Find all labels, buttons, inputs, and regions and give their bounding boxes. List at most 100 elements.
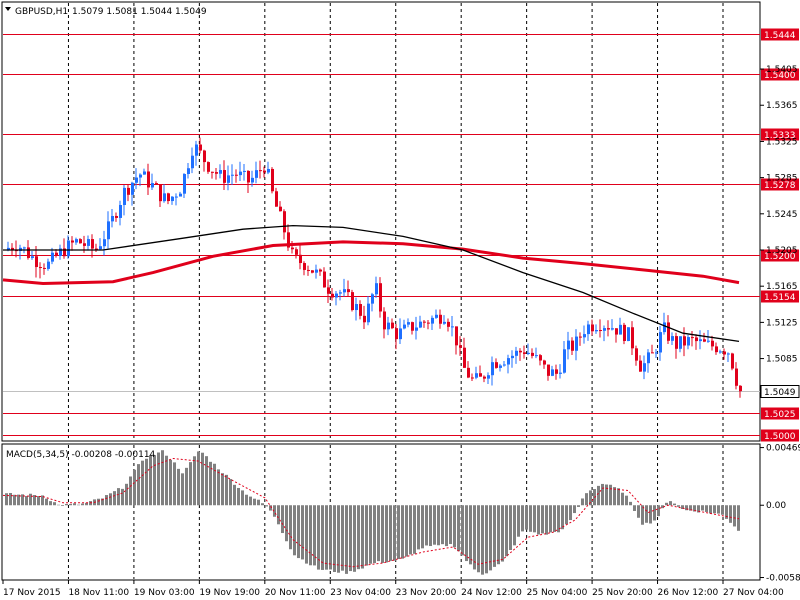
time-label: 27 Nov 04:00 [723, 588, 784, 598]
macd-hist-bar [417, 505, 420, 550]
macd-hist-bar [25, 495, 28, 506]
candle-body [643, 363, 646, 372]
macd-hist-bar [353, 505, 356, 572]
candle-body [47, 261, 50, 269]
candle-body [23, 247, 26, 249]
macd-hist-bar [329, 505, 332, 570]
macd-hist-bar [161, 450, 164, 506]
price-tick-label: 1.5245 [766, 210, 798, 220]
candle-body [711, 340, 714, 347]
candle-body [567, 340, 570, 350]
candle-body [551, 369, 554, 376]
candle-body [59, 248, 62, 256]
macd-hist-bar [165, 455, 168, 506]
time-label: 20 Nov 11:00 [265, 588, 326, 598]
candle-body [407, 322, 410, 325]
macd-hist-bar [661, 505, 664, 509]
candle-body [263, 170, 266, 173]
candle-body [423, 321, 426, 323]
macd-hist-bar [181, 473, 184, 506]
candle-body [615, 328, 618, 335]
macd-hist-bar [601, 483, 604, 506]
macd-hist-bar [477, 505, 480, 573]
candle-body [399, 328, 402, 340]
macd-hist-bar [501, 505, 504, 562]
macd-indicator: 0.00469 0.00 -0.00588 [2, 444, 800, 584]
level-price-tag [761, 429, 799, 442]
macd-hist-bar [113, 491, 116, 506]
macd-hist-bar [193, 456, 196, 506]
macd-hist-bar [621, 492, 624, 506]
macd-hist-bar [441, 505, 444, 545]
macd-hist-bar [393, 505, 396, 561]
candle-body [499, 365, 502, 368]
candle-body [387, 322, 390, 330]
candle-body [299, 254, 302, 264]
macd-hist-bar [505, 505, 508, 557]
macd-hist-bar [717, 505, 720, 514]
level-price-label: 1.5000 [764, 432, 796, 442]
candle-body [319, 269, 322, 272]
candle-body [631, 327, 634, 349]
macd-hist-bar [689, 505, 692, 511]
level-price-label: 1.5400 [764, 71, 796, 81]
macd-hist-bar [421, 505, 424, 549]
candles [7, 137, 742, 398]
candle-body [415, 327, 418, 331]
macd-hist-bar [605, 484, 608, 506]
macd-hist-bar [553, 505, 556, 532]
macd-hist-bar [673, 503, 676, 506]
candle-body [247, 170, 250, 183]
candle-body [723, 351, 726, 355]
candle-body [239, 171, 242, 176]
candle-body [491, 362, 494, 376]
candle-body [639, 360, 642, 372]
macd-hist-bar [101, 498, 104, 506]
candle-body [171, 196, 174, 202]
candle-body [167, 193, 170, 202]
macd-hist-bar [701, 505, 704, 511]
current-price-label: 1.5049 [764, 388, 796, 398]
macd-hist-bar [705, 505, 708, 512]
macd-hist-bar [401, 505, 404, 559]
candle-body [139, 174, 142, 178]
candle-body [31, 256, 34, 258]
macd-hist-bar [609, 484, 612, 506]
candle-body [35, 256, 38, 268]
candle-body [463, 347, 466, 368]
candle-body [191, 155, 194, 169]
macd-hist-bar [45, 498, 48, 506]
candle-body [211, 171, 214, 173]
macd-hist-bar [209, 461, 212, 506]
macd-hist-bar [537, 505, 540, 535]
macd-hist-bar [325, 505, 328, 570]
macd-hist-bar [121, 488, 124, 506]
macd-hist-bar [61, 505, 64, 506]
candle-body [235, 174, 238, 176]
level-price-label: 1.5333 [764, 131, 796, 141]
macd-hist-bar [389, 505, 392, 561]
macd-hist-bar [721, 505, 724, 515]
candle-body [683, 336, 686, 346]
candle-body [131, 182, 134, 195]
level-price-label: 1.5278 [764, 181, 796, 191]
macd-hist-bar [217, 469, 220, 506]
macd-hist-bar [465, 505, 468, 562]
dropdown-triangle-icon[interactable] [5, 7, 11, 11]
macd-hist-bar [549, 505, 552, 533]
candle-body [519, 350, 522, 353]
candle-body [259, 170, 262, 172]
candle-body [75, 239, 78, 243]
macd-hist-bar [305, 505, 308, 564]
candle-body [335, 293, 338, 298]
macd-hist-bar [5, 493, 8, 506]
macd-hist-bar [293, 505, 296, 556]
candle-body [727, 353, 730, 355]
price-tick-label: 1.5125 [766, 318, 798, 328]
time-label: 26 Nov 12:00 [658, 588, 719, 598]
price-tick-label: 1.5085 [766, 355, 798, 365]
macd-hist-bar [545, 505, 548, 535]
macd-hist-bar [201, 452, 204, 506]
candle-body [455, 326, 458, 346]
macd-hist-bar [641, 505, 644, 525]
